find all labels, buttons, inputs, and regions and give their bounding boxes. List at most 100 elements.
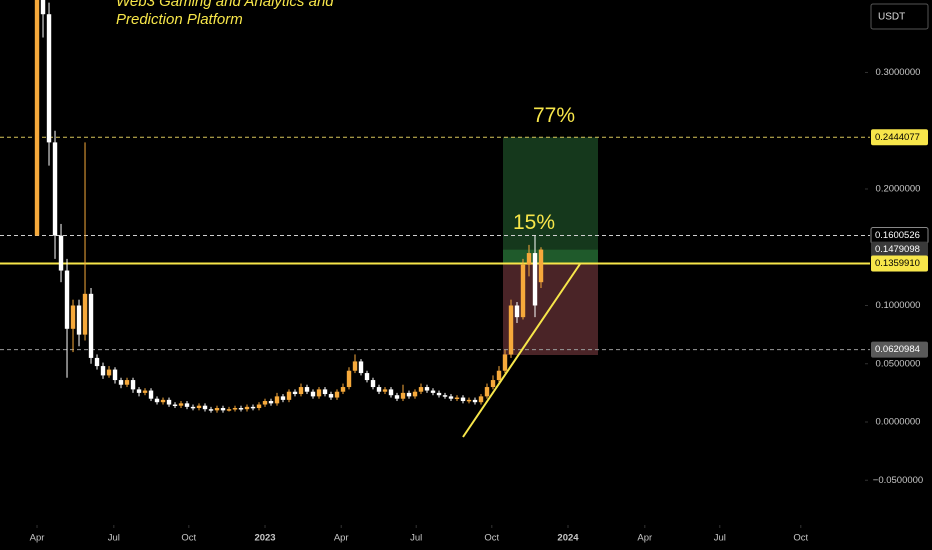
y-tick-label: 0.0000000 bbox=[876, 417, 921, 428]
candle-body bbox=[424, 387, 430, 391]
candle-body bbox=[166, 399, 172, 405]
candle-body bbox=[58, 235, 64, 271]
candle-body bbox=[232, 408, 238, 410]
candle-body bbox=[310, 391, 316, 397]
candle-body bbox=[280, 396, 286, 400]
candle-body bbox=[376, 387, 382, 392]
title-line: Prediction Platform bbox=[116, 11, 243, 28]
candle-body bbox=[196, 405, 202, 409]
candle-body bbox=[286, 391, 292, 400]
candle-body bbox=[388, 389, 394, 396]
candle-body bbox=[418, 387, 424, 392]
candle-body bbox=[460, 397, 466, 402]
candle-body bbox=[244, 406, 250, 410]
candle-body bbox=[46, 14, 52, 143]
candle-body bbox=[496, 370, 502, 381]
currency[interactable]: USDT bbox=[878, 12, 905, 23]
candle-body bbox=[508, 305, 514, 355]
candle-body bbox=[40, 0, 46, 15]
candle-body bbox=[502, 354, 508, 371]
candle-body bbox=[382, 389, 388, 392]
candle-body bbox=[136, 389, 142, 393]
candle-body bbox=[82, 293, 88, 335]
candle-body bbox=[442, 395, 448, 397]
candle-body bbox=[436, 392, 442, 396]
candle-body bbox=[394, 395, 400, 399]
candle-body bbox=[370, 380, 376, 388]
x-tick-label: Oct bbox=[793, 533, 808, 544]
candle-body bbox=[94, 357, 100, 367]
x-tick-label: Apr bbox=[30, 533, 45, 544]
candle-body bbox=[70, 305, 76, 329]
candle-body bbox=[112, 369, 118, 381]
y-tick-label: 0.2000000 bbox=[876, 183, 921, 194]
candle-body bbox=[34, 0, 40, 236]
price-tag-label: 0.0620984 bbox=[875, 344, 920, 355]
candle-body bbox=[412, 391, 418, 397]
annotation: 77% bbox=[533, 104, 575, 127]
candle-body bbox=[526, 253, 532, 265]
candle-body bbox=[172, 404, 178, 407]
y-tick-label: 0.3000000 bbox=[876, 67, 921, 78]
profit-zone bbox=[503, 137, 598, 264]
candle-body bbox=[430, 390, 436, 393]
profit-filled bbox=[503, 249, 598, 264]
x-tick-label: Oct bbox=[484, 533, 499, 544]
y-tick-label: 0.1000000 bbox=[876, 300, 921, 311]
candle-body bbox=[490, 380, 496, 388]
x-tick-label: Apr bbox=[334, 533, 349, 544]
candle-body bbox=[178, 403, 184, 406]
x-tick-label: Jul bbox=[714, 533, 726, 544]
candle-body bbox=[304, 387, 310, 392]
candle-body bbox=[316, 389, 322, 397]
candle-body bbox=[406, 392, 412, 397]
y-tick-label: −0.0500000 bbox=[873, 475, 923, 486]
candle-body bbox=[532, 253, 538, 306]
candle-body bbox=[478, 396, 484, 403]
title-line: Web3 Gaming and Analytics and bbox=[116, 0, 334, 10]
candle-body bbox=[472, 399, 478, 403]
candle-body bbox=[346, 370, 352, 388]
candle-body bbox=[454, 397, 460, 400]
candle-body bbox=[466, 399, 472, 402]
candle-body bbox=[262, 401, 268, 405]
candle-body bbox=[148, 390, 154, 399]
x-tick-label: Oct bbox=[181, 533, 196, 544]
candle-body bbox=[202, 405, 208, 410]
candle-body bbox=[154, 398, 160, 403]
x-tick-label: Apr bbox=[637, 533, 652, 544]
candle-body bbox=[340, 387, 346, 392]
candle-body bbox=[448, 396, 454, 399]
candle-body bbox=[352, 361, 358, 371]
candle-body bbox=[76, 305, 82, 335]
price-tag-label: 0.2444077 bbox=[875, 132, 920, 143]
price-tag bbox=[871, 341, 928, 358]
y-tick-label: 0.0500000 bbox=[876, 358, 921, 369]
x-tick-label: Jul bbox=[410, 533, 422, 544]
candle-body bbox=[538, 249, 544, 283]
x-tick-label: 2024 bbox=[557, 533, 579, 544]
price-tag-label: 0.1359910 bbox=[875, 258, 920, 269]
x-tick-label: 2023 bbox=[254, 533, 275, 544]
x-tick-label: Jul bbox=[108, 533, 120, 544]
candle-body bbox=[400, 392, 406, 399]
trend-line bbox=[462, 263, 581, 438]
candle-body bbox=[256, 404, 262, 409]
annotation: 15% bbox=[513, 211, 555, 234]
levels bbox=[0, 136, 870, 351]
candle-body bbox=[190, 406, 196, 409]
currency-box[interactable] bbox=[870, 3, 929, 30]
candle-body bbox=[514, 305, 520, 318]
candle-body bbox=[484, 387, 490, 397]
candle-body bbox=[334, 391, 340, 398]
candle-body bbox=[208, 409, 214, 411]
candle-body bbox=[298, 387, 304, 395]
candle-body bbox=[364, 373, 370, 381]
price-tag bbox=[871, 129, 928, 146]
candle-body bbox=[322, 389, 328, 395]
candle-body bbox=[124, 380, 130, 385]
candle-body bbox=[328, 394, 334, 398]
